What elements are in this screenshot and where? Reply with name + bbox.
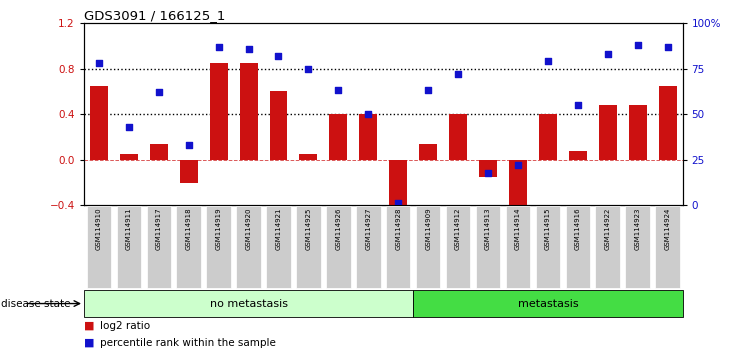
Bar (599, 105, 617, 160)
Bar (180, 160, 198, 183)
Text: GSM114911: GSM114911 (126, 208, 132, 250)
Bar (150, 144, 168, 160)
Bar (87, 206, 111, 288)
Text: GSM114917: GSM114917 (155, 208, 162, 250)
Bar (147, 206, 171, 288)
Bar (177, 206, 201, 288)
Bar (658, 86, 677, 160)
Text: ■: ■ (84, 338, 94, 348)
Bar (569, 151, 587, 160)
Bar (356, 206, 380, 288)
Bar (117, 206, 141, 288)
Bar (506, 206, 530, 288)
Bar (207, 206, 231, 288)
Point (123, 124, 134, 130)
Bar (84, 290, 413, 317)
Bar (629, 105, 647, 160)
Bar (239, 63, 258, 160)
Bar (120, 154, 138, 160)
Bar (329, 114, 347, 160)
Point (303, 66, 315, 72)
Text: metastasis: metastasis (518, 298, 578, 309)
Point (662, 44, 674, 50)
Bar (386, 206, 410, 288)
Bar (413, 290, 683, 317)
Bar (389, 160, 407, 217)
Bar (479, 160, 497, 177)
Bar (210, 63, 228, 160)
Point (572, 102, 584, 108)
Text: percentile rank within the sample: percentile rank within the sample (100, 338, 276, 348)
Bar (299, 154, 318, 160)
Point (631, 42, 644, 48)
Bar (626, 206, 650, 288)
Text: GSM114925: GSM114925 (305, 208, 312, 250)
Text: GSM114909: GSM114909 (425, 208, 431, 250)
Text: GDS3091 / 166125_1: GDS3091 / 166125_1 (84, 9, 226, 22)
Point (182, 142, 194, 148)
Text: GSM114914: GSM114914 (515, 208, 521, 250)
Point (273, 53, 285, 59)
Text: ■: ■ (84, 321, 94, 331)
Bar (536, 206, 560, 288)
Text: GSM114927: GSM114927 (365, 208, 372, 250)
Bar (296, 206, 320, 288)
Bar (476, 206, 500, 288)
Text: GSM114921: GSM114921 (275, 208, 282, 250)
Text: GSM114912: GSM114912 (455, 208, 461, 250)
Point (483, 170, 494, 175)
Bar (326, 206, 350, 288)
Point (242, 46, 255, 51)
Bar (566, 206, 590, 288)
Point (422, 88, 434, 93)
Bar (419, 144, 437, 160)
Text: GSM114920: GSM114920 (245, 208, 252, 250)
Text: GSM114915: GSM114915 (545, 208, 551, 250)
Bar (656, 206, 680, 288)
Bar (266, 206, 291, 288)
Point (213, 44, 225, 50)
Text: GSM114924: GSM114924 (664, 208, 671, 250)
Point (93, 60, 105, 66)
Text: log2 ratio: log2 ratio (100, 321, 150, 331)
Point (602, 51, 613, 57)
Point (453, 71, 464, 77)
Text: disease state: disease state (1, 298, 71, 309)
Point (333, 88, 345, 93)
Bar (359, 114, 377, 160)
Text: GSM114913: GSM114913 (485, 208, 491, 250)
Text: GSM114910: GSM114910 (96, 208, 102, 250)
Bar (237, 206, 261, 288)
Text: GSM114928: GSM114928 (395, 208, 402, 250)
Text: GSM114919: GSM114919 (215, 208, 222, 250)
Text: GSM114923: GSM114923 (634, 208, 641, 250)
Bar (509, 160, 527, 207)
Point (512, 162, 524, 168)
Bar (596, 206, 620, 288)
Bar (269, 91, 288, 160)
Text: GSM114916: GSM114916 (575, 208, 581, 250)
Bar (90, 86, 108, 160)
Bar (449, 114, 467, 160)
Point (393, 201, 404, 206)
Bar (416, 206, 440, 288)
Point (363, 111, 374, 117)
Text: GSM114918: GSM114918 (185, 208, 192, 250)
Text: GSM114922: GSM114922 (604, 208, 611, 250)
Text: no metastasis: no metastasis (210, 298, 288, 309)
Bar (446, 206, 470, 288)
Text: GSM114926: GSM114926 (335, 208, 342, 250)
Point (542, 58, 554, 64)
Bar (539, 114, 557, 160)
Point (153, 90, 165, 95)
